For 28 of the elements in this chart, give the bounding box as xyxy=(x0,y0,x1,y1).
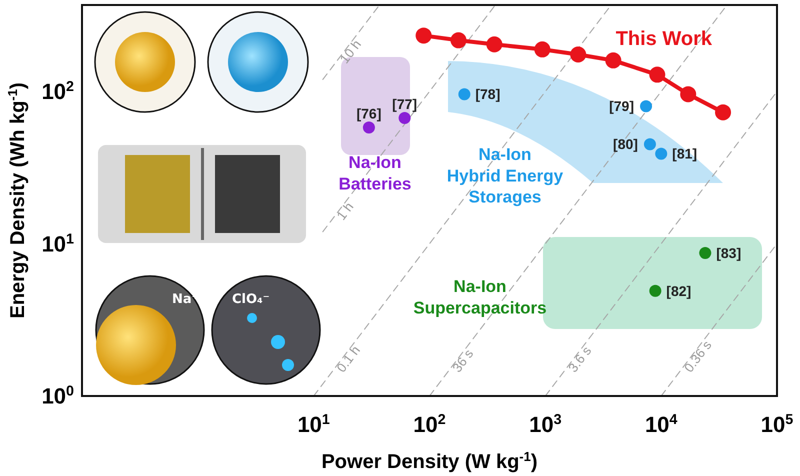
annotation: [77] xyxy=(392,96,418,112)
annotation: [82] xyxy=(666,282,692,299)
annotation: 10 h xyxy=(336,37,364,66)
annotation: [80] xyxy=(613,136,638,152)
annotation: Na-Ion Batteries xyxy=(338,153,412,194)
annotation: 3.6 s xyxy=(565,343,594,376)
annotation: [78] xyxy=(475,86,500,102)
annotation: Na-Ion Hybrid Energy Storages xyxy=(446,145,564,206)
x-tick-label: 10$^{4}$ xyxy=(644,412,678,437)
y-tick-label: 10$^{0}$ xyxy=(42,384,74,409)
x-tick-label: 10$^{2}$ xyxy=(413,412,446,437)
annotation: [83] xyxy=(716,244,742,261)
x-tick-label: 10$^{1}$ xyxy=(297,412,330,437)
series-label: This Work xyxy=(616,28,713,50)
annotation: 36 s xyxy=(449,346,476,376)
x-tick-label: 10$^{5}$ xyxy=(760,412,794,437)
annotation: 1 h xyxy=(334,199,356,223)
magnified-view-picture: ClO₄⁻ xyxy=(211,275,321,385)
annotation: ClO₄⁻ xyxy=(232,292,270,307)
annotation: [76] xyxy=(356,105,382,122)
annotation: [81] xyxy=(672,146,698,162)
y-tick-label: 10$^{1}$ xyxy=(42,231,74,256)
annotation: [79] xyxy=(609,98,634,114)
x-axis-title: Power Density (W kg$^{-1}$) xyxy=(321,448,538,473)
x-tick-label: 10$^{3}$ xyxy=(529,412,562,437)
annotation: 0.1 h xyxy=(334,342,363,376)
annotation: Na-Ion Supercapacitors xyxy=(413,277,547,318)
y-tick-label: 10$^{2}$ xyxy=(42,79,74,104)
